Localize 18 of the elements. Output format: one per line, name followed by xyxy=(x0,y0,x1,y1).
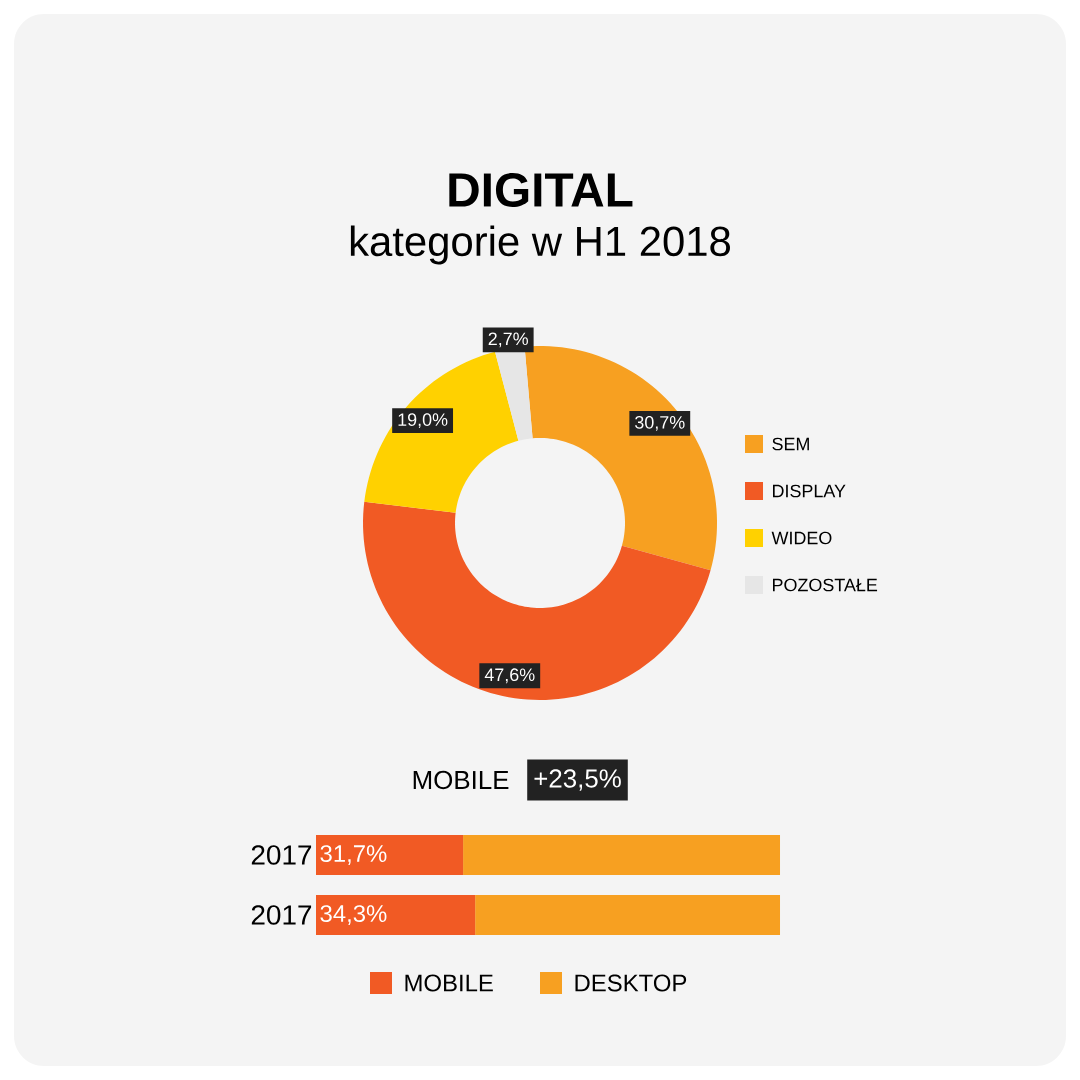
data-label: 2,7% xyxy=(488,332,528,348)
legend-label: MOBILE xyxy=(405,974,493,992)
legend-label: DESKTOP xyxy=(575,974,687,992)
legend-label: WIDEO xyxy=(771,531,832,545)
y-tick-label: 2017 xyxy=(251,845,312,865)
chart-title: DIGITAL xyxy=(449,173,633,207)
legend-label: SEM xyxy=(772,437,809,451)
data-label: 19,0% xyxy=(398,413,448,429)
y-tick-label: 2017 xyxy=(251,905,312,925)
data-label: 34,3% xyxy=(320,905,387,925)
text: +23,5% xyxy=(534,769,621,791)
legend-label: POZOSTAŁE xyxy=(773,578,878,592)
data-label: 31,7% xyxy=(320,845,387,865)
data-label: 47,6% xyxy=(484,668,535,684)
chart-title: MOBILE xyxy=(413,770,509,790)
chart-subtitle: kategorie w H1 2018 xyxy=(350,225,730,265)
legend-label: DISPLAY xyxy=(773,484,846,498)
data-label: 30,7% xyxy=(635,415,685,431)
